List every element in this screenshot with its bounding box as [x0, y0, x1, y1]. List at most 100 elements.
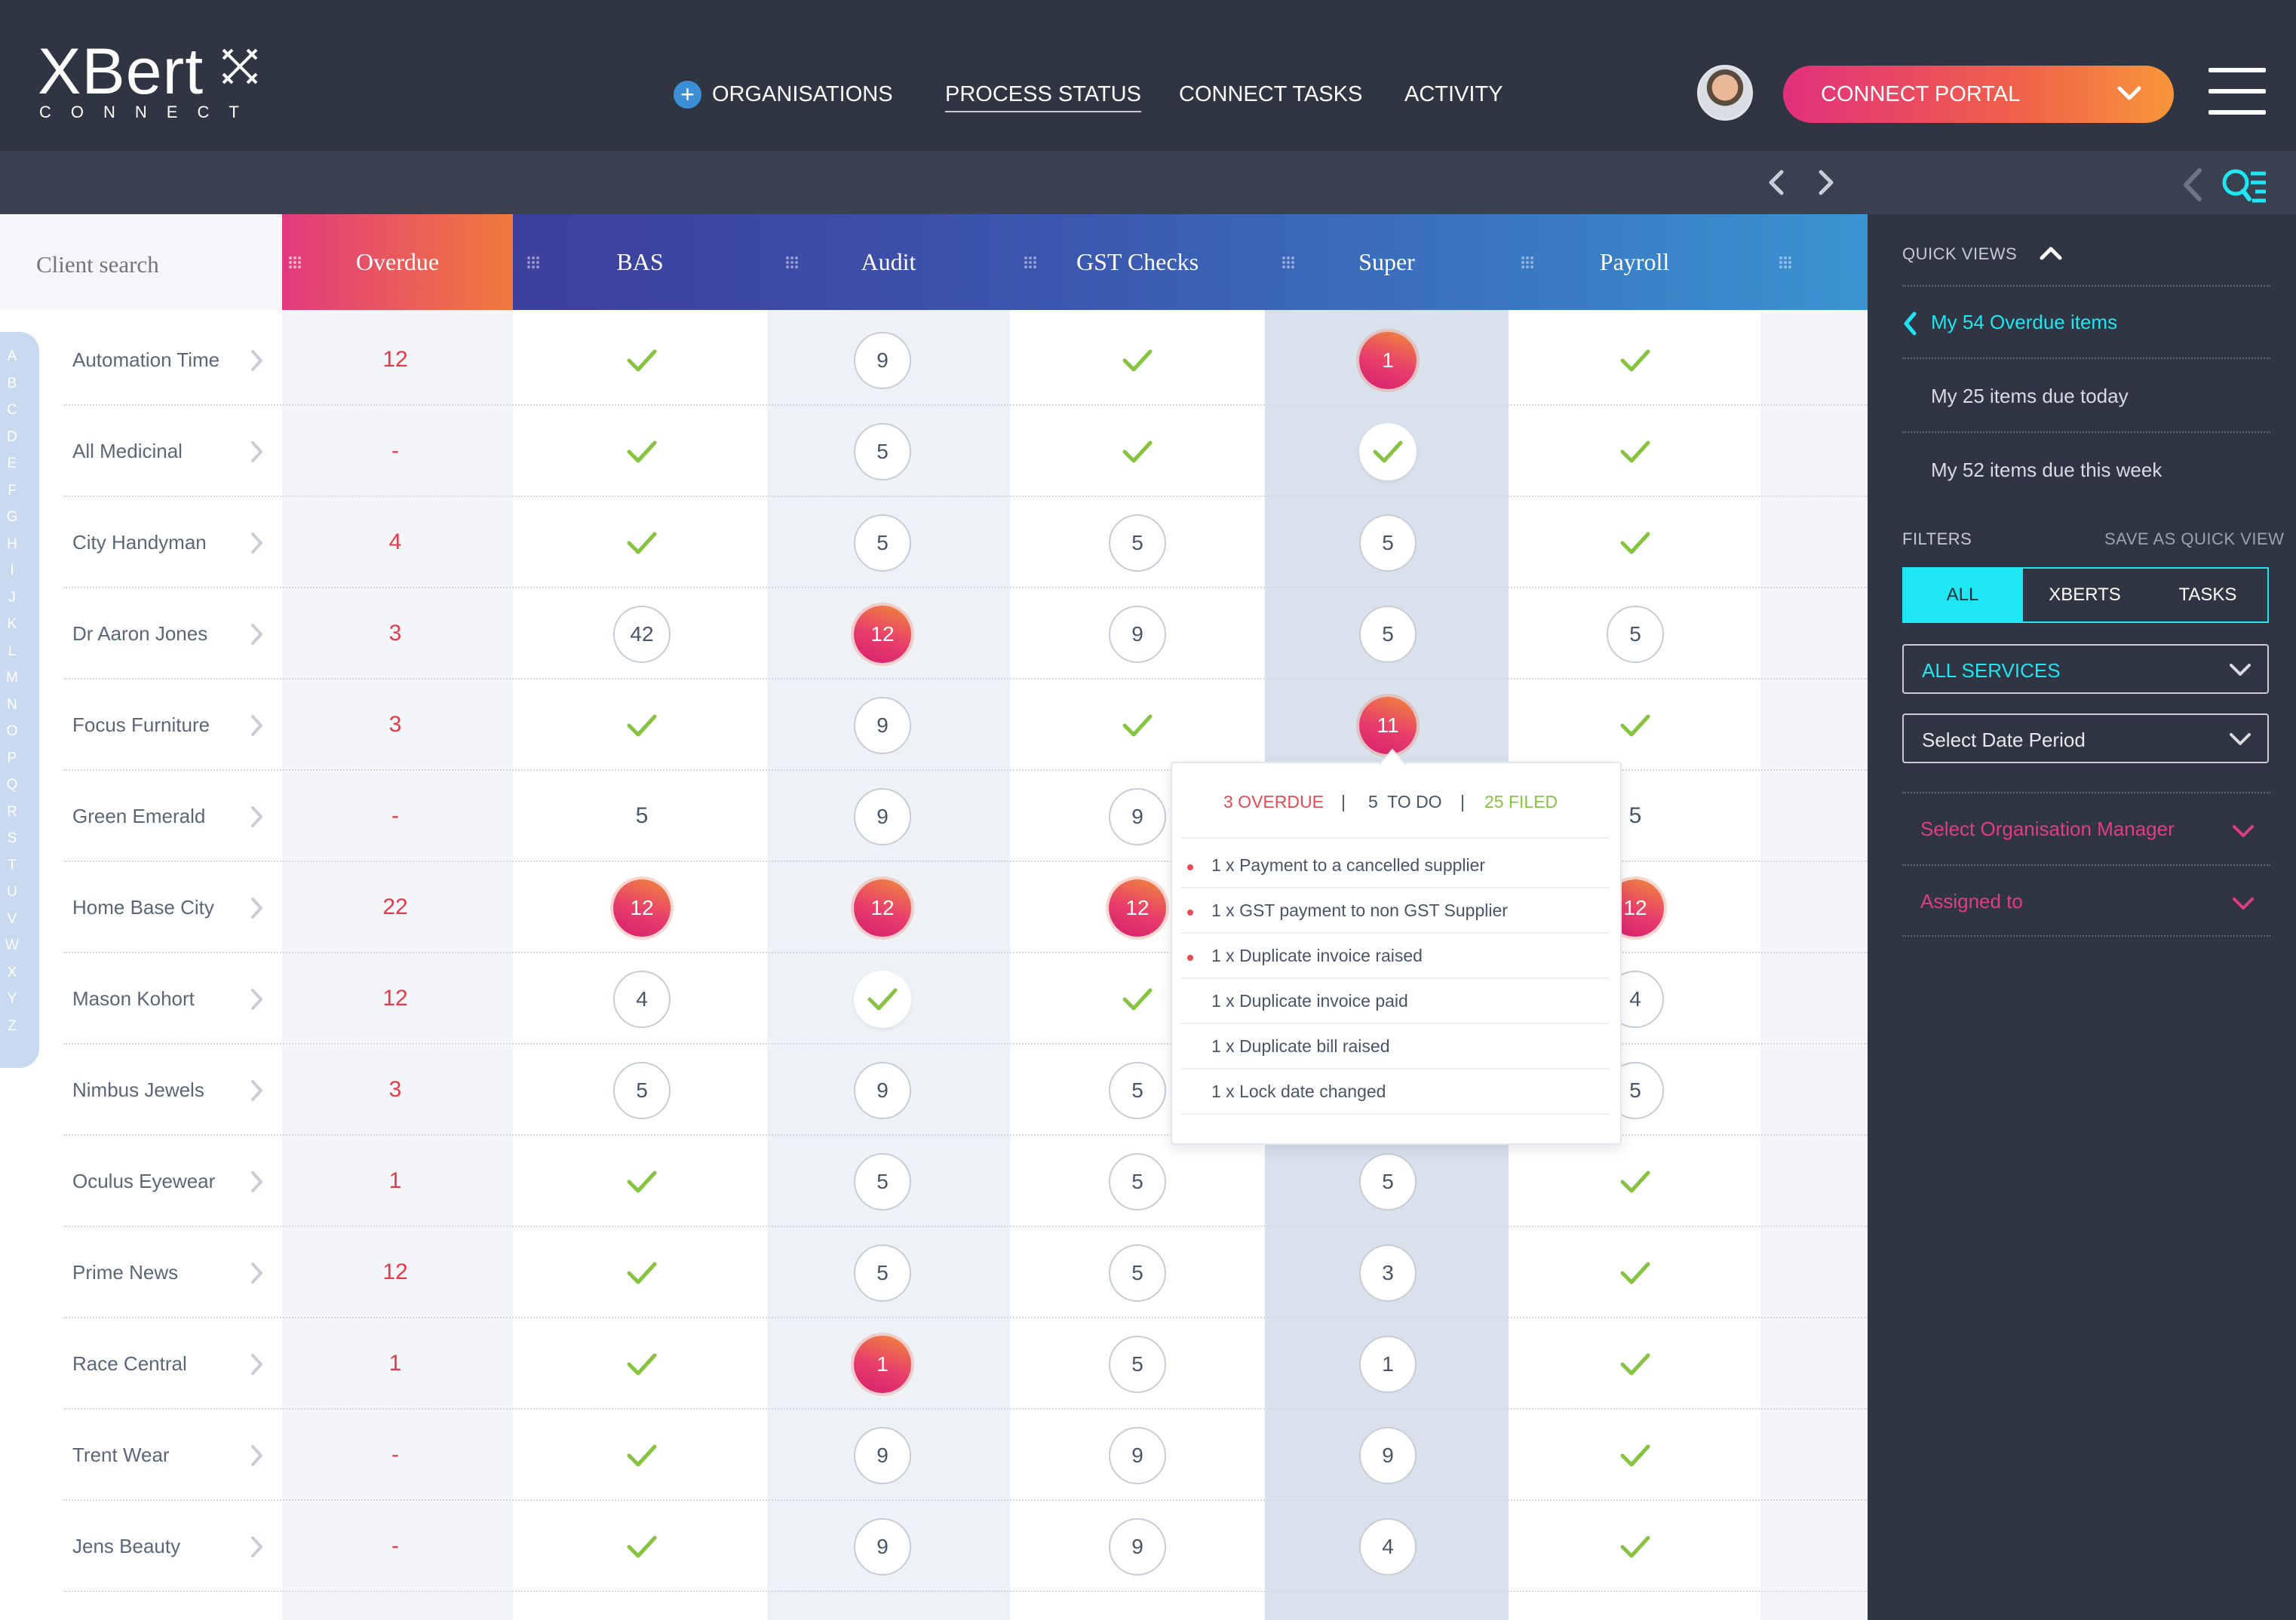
popup-item[interactable]: 1 x Duplicate invoice raised [1211, 946, 1423, 965]
task-count-badge[interactable]: 4 [613, 971, 671, 1028]
alphabet-letter[interactable]: M [6, 670, 18, 686]
alphabet-letter[interactable]: H [7, 535, 17, 552]
quick-view-search-icon[interactable] [2221, 167, 2267, 205]
drag-handle-icon[interactable] [1282, 256, 1295, 269]
alphabet-letter[interactable]: X [7, 964, 17, 980]
task-count-badge[interactable]: 5 [1607, 606, 1664, 663]
task-count-badge[interactable]: 5 [1109, 1153, 1166, 1210]
quick-view-due-week[interactable]: My 52 items due this week [1931, 459, 2162, 481]
overdue-count[interactable]: - [391, 1533, 399, 1558]
task-count-badge[interactable]: 4 [1359, 1518, 1417, 1576]
overdue-count[interactable]: - [391, 1442, 399, 1467]
alphabet-letter[interactable]: R [7, 803, 17, 820]
task-count-badge[interactable]: 5 [613, 1062, 671, 1119]
drag-handle-icon[interactable] [1779, 256, 1792, 269]
alphabet-letter[interactable]: A [7, 348, 17, 364]
overdue-count[interactable]: - [391, 803, 399, 828]
overdue-count[interactable]: 12 [382, 986, 408, 1011]
status-count[interactable]: 5 [1628, 803, 1642, 828]
client-name[interactable]: City Handyman [72, 531, 207, 554]
alphabet-letter[interactable]: Q [6, 777, 18, 793]
task-count-badge[interactable]: 9 [854, 332, 911, 389]
task-count-badge[interactable]: 9 [854, 697, 911, 754]
filter-all-button[interactable]: ALL [1902, 567, 2023, 623]
overdue-count[interactable]: 4 [388, 529, 402, 554]
alphabet-letter[interactable]: Z [8, 1017, 17, 1034]
add-organisation-icon[interactable]: + [674, 81, 701, 109]
popup-item[interactable]: 1 x Duplicate invoice paid [1211, 991, 1408, 1011]
overdue-count[interactable]: 1 [388, 1168, 402, 1193]
chevron-right-icon[interactable] [249, 1078, 266, 1103]
alphabet-letter[interactable]: B [7, 375, 17, 391]
filter-tasks-button[interactable]: TASKS [2178, 584, 2237, 605]
user-avatar[interactable] [1697, 65, 1753, 121]
client-name[interactable]: Nimbus Jewels [72, 1078, 204, 1101]
chevron-right-icon[interactable] [249, 1261, 266, 1285]
drag-handle-icon[interactable] [785, 256, 799, 269]
nav-activity[interactable]: ACTIVITY [1404, 82, 1503, 106]
overdue-count-badge[interactable]: 12 [1109, 879, 1166, 937]
overdue-count-badge[interactable]: 12 [854, 606, 911, 663]
collapse-panel-icon[interactable] [2178, 166, 2209, 204]
task-count-badge[interactable]: 5 [1109, 514, 1166, 572]
overdue-count[interactable]: 12 [382, 347, 408, 372]
nav-connect-tasks[interactable]: CONNECT TASKS [1179, 82, 1363, 106]
chevron-right-icon[interactable] [249, 987, 266, 1011]
chevron-up-icon[interactable] [2038, 243, 2064, 264]
completed-badge[interactable] [854, 971, 911, 1028]
client-name[interactable]: Prime News [72, 1261, 179, 1284]
task-count-badge[interactable]: 5 [854, 423, 911, 480]
overdue-count[interactable]: 22 [382, 894, 408, 919]
popup-item[interactable]: 1 x GST payment to non GST Supplier [1211, 901, 1508, 920]
task-count-badge[interactable]: 9 [1109, 788, 1166, 845]
drag-handle-icon[interactable] [1024, 256, 1037, 269]
chevron-left-icon[interactable] [1762, 167, 1792, 198]
task-count-badge[interactable]: 5 [854, 1244, 911, 1302]
nav-process-status[interactable]: PROCESS STATUS [945, 81, 1141, 112]
task-count-badge[interactable]: 3 [1359, 1244, 1417, 1302]
task-count-badge[interactable]: 5 [1359, 606, 1417, 663]
chevron-right-icon[interactable] [249, 1444, 266, 1468]
column-header-gst-checks[interactable]: GST Checks [1010, 214, 1265, 310]
client-name[interactable]: Race Central [72, 1352, 187, 1375]
connect-portal-button[interactable]: CONNECT PORTAL [1783, 66, 2174, 123]
task-count-badge[interactable]: 5 [1359, 514, 1417, 572]
chevron-right-icon[interactable] [249, 531, 266, 555]
alphabet-letter[interactable]: W [5, 937, 19, 953]
task-count-badge[interactable]: 9 [854, 788, 911, 845]
drag-handle-icon[interactable] [1521, 256, 1534, 269]
task-count-badge[interactable]: 9 [854, 1427, 911, 1484]
filter-xberts-button[interactable]: XBERTS [2049, 584, 2121, 605]
task-count-badge[interactable]: 9 [1109, 606, 1166, 663]
overdue-count[interactable]: 1 [388, 1351, 402, 1376]
chevron-right-icon[interactable] [249, 1535, 266, 1559]
client-name[interactable]: Dr Aaron Jones [72, 622, 208, 645]
chevron-right-icon[interactable] [249, 622, 266, 646]
column-header-super[interactable]: Super [1265, 214, 1509, 310]
task-count-badge[interactable]: 9 [854, 1518, 911, 1576]
chevron-right-icon[interactable] [249, 1170, 266, 1194]
client-name[interactable]: Automation Time [72, 348, 220, 371]
task-count-badge[interactable]: 9 [854, 1062, 911, 1119]
alphabet-letter[interactable]: O [6, 723, 18, 739]
popup-item[interactable]: 1 x Duplicate bill raised [1211, 1036, 1390, 1056]
alphabet-letter[interactable]: J [8, 589, 16, 606]
task-count-badge[interactable]: 5 [854, 1153, 911, 1210]
overdue-count[interactable]: - [391, 438, 399, 463]
client-name[interactable]: Jens Beauty [72, 1535, 181, 1557]
chevron-right-icon[interactable] [249, 1352, 266, 1376]
overdue-count-badge[interactable]: 1 [854, 1336, 911, 1393]
chevron-right-icon[interactable] [249, 805, 266, 829]
task-count-badge[interactable]: 5 [1109, 1244, 1166, 1302]
overdue-count[interactable]: 12 [382, 1259, 408, 1284]
chevron-right-icon[interactable] [249, 713, 266, 738]
task-count-badge[interactable]: 9 [1359, 1427, 1417, 1484]
overdue-count-badge[interactable]: 11 [1359, 697, 1417, 754]
alphabet-letter[interactable]: E [7, 456, 17, 471]
client-name[interactable]: Focus Furniture [72, 713, 210, 736]
alphabet-letter[interactable]: P [7, 750, 17, 766]
task-count-badge[interactable]: 9 [1109, 1518, 1166, 1576]
popup-item[interactable]: 1 x Lock date changed [1211, 1082, 1386, 1101]
alphabet-letter[interactable]: S [7, 830, 17, 846]
hamburger-menu-icon[interactable] [2209, 68, 2266, 115]
